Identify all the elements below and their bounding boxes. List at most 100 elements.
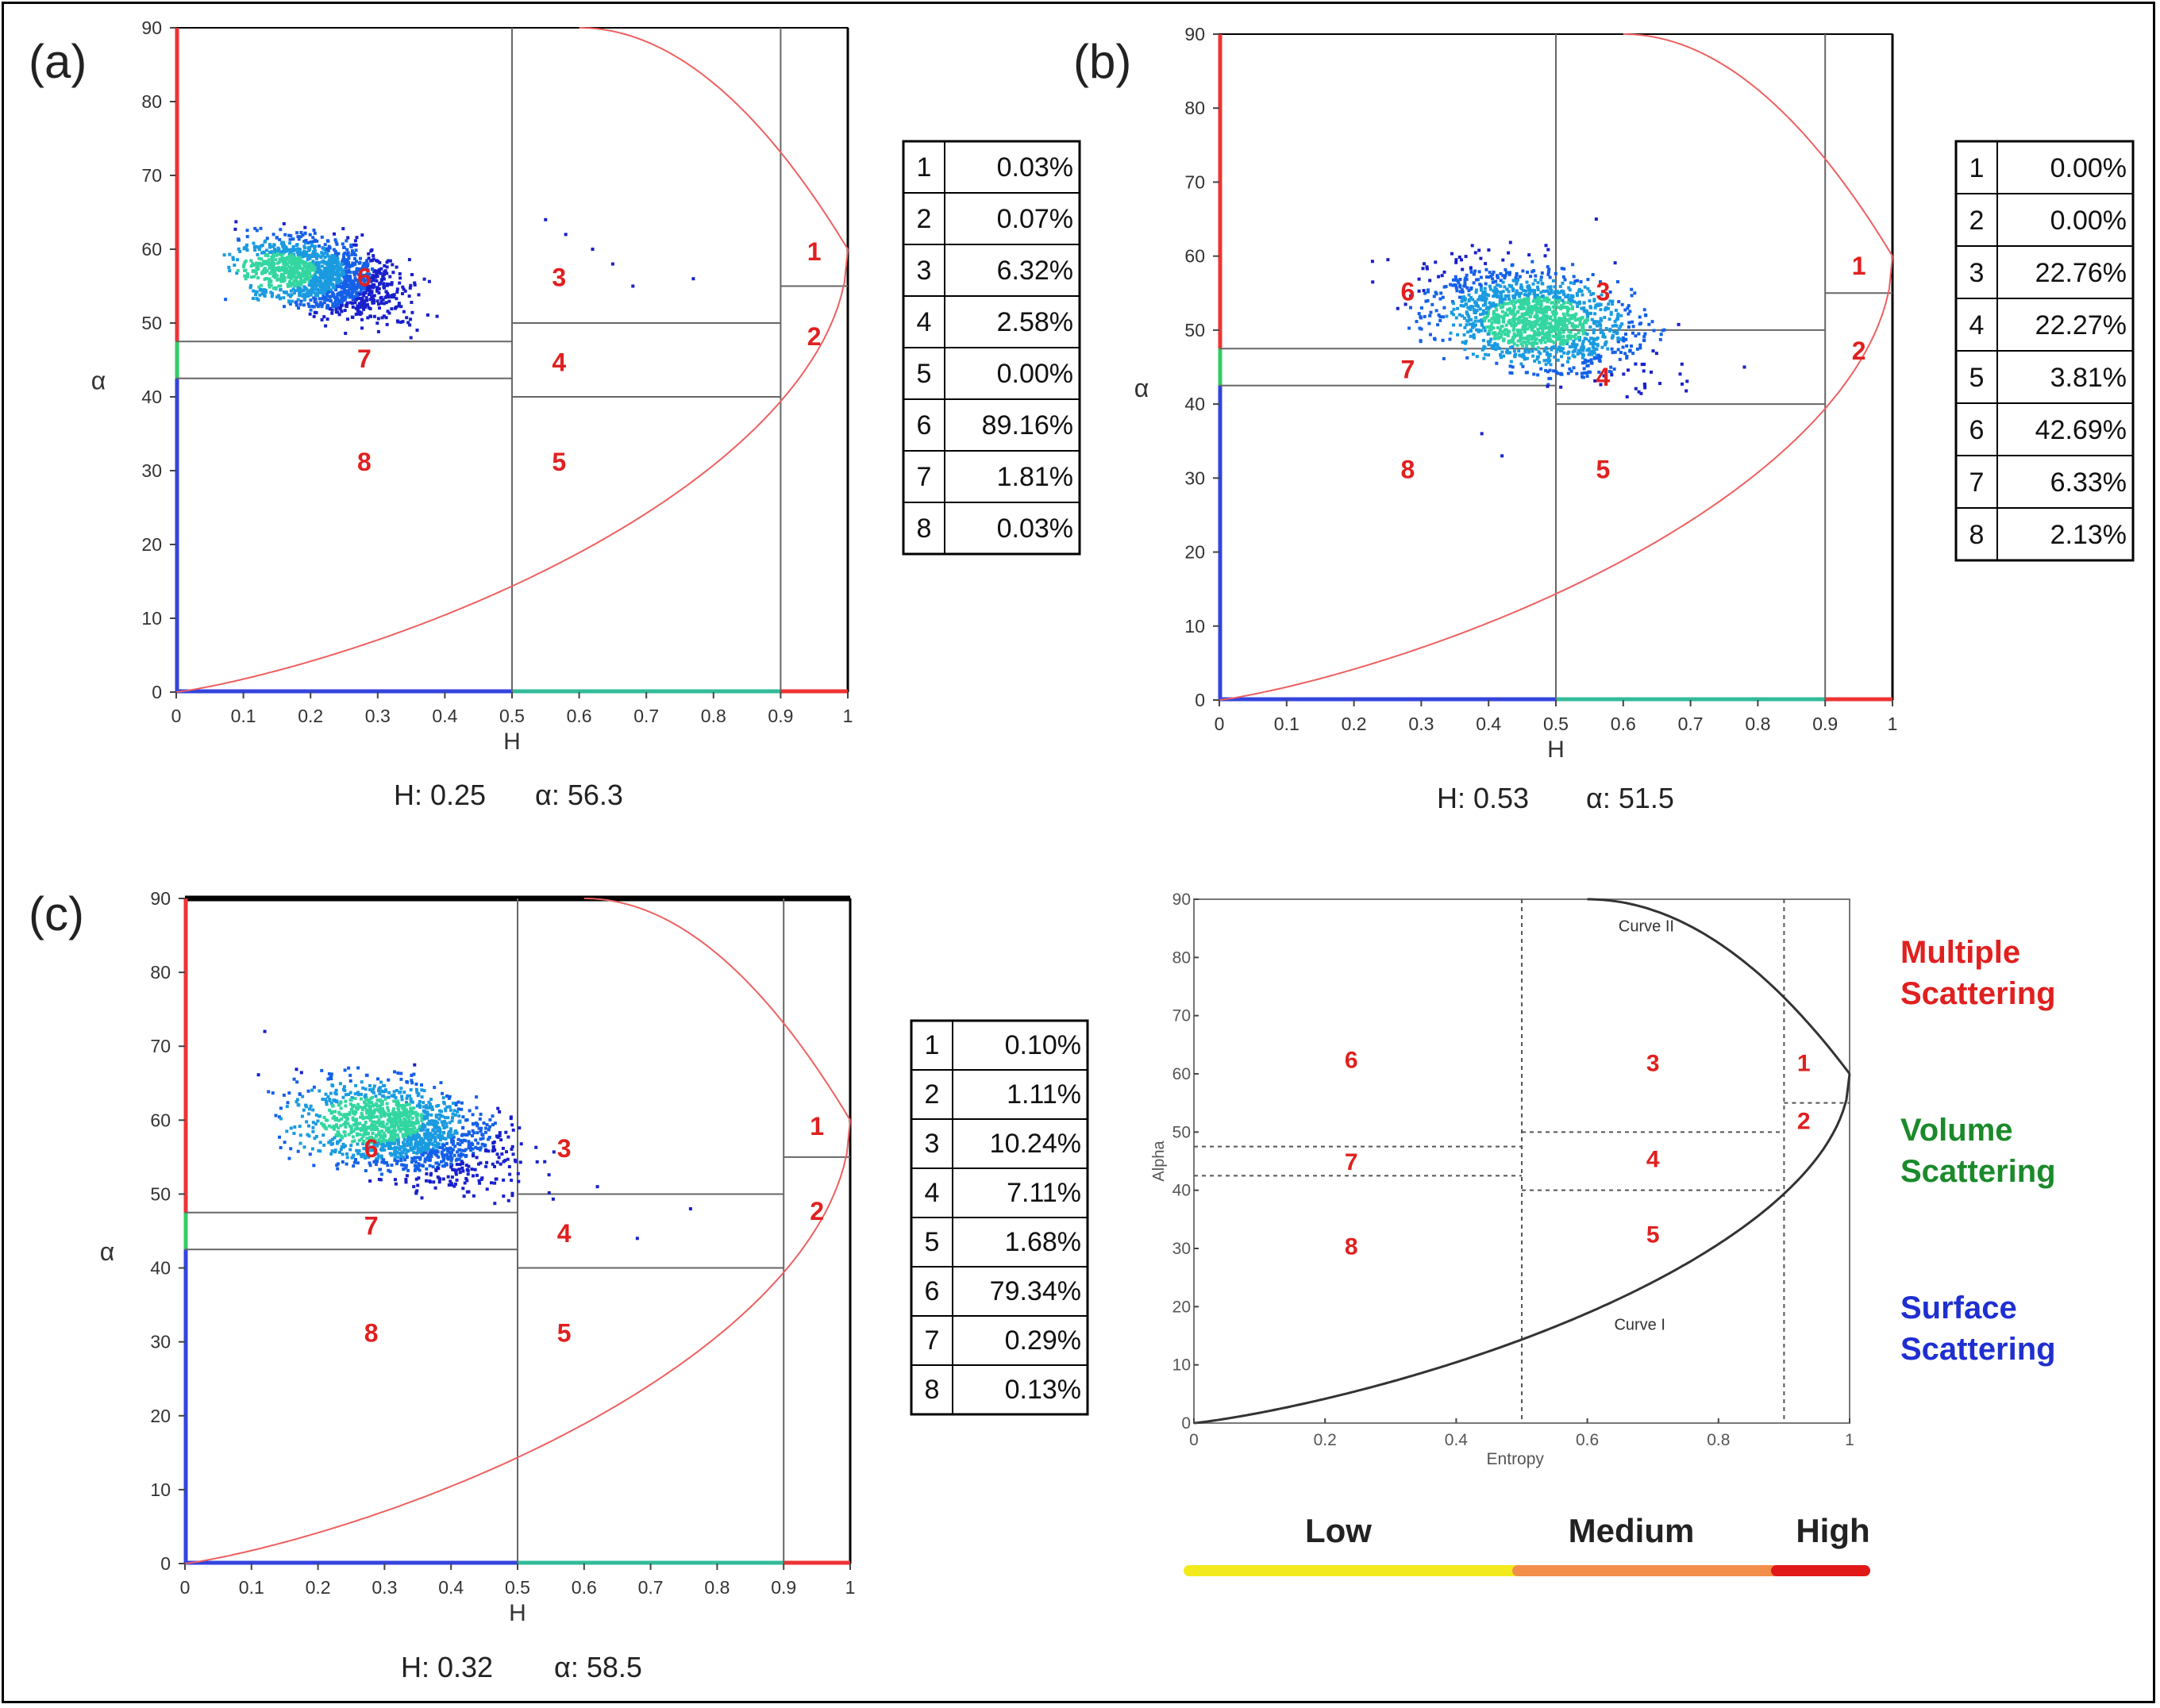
scatter-point [289, 269, 293, 273]
scatter-point [1533, 359, 1537, 363]
scatter-point [1449, 283, 1453, 287]
scatter-point [1535, 341, 1539, 345]
mean-entropy: H: 0.25 [394, 779, 486, 811]
scatter-point [368, 288, 372, 292]
scatter-point [1501, 258, 1505, 262]
scatter-point [409, 1146, 413, 1150]
scatter-point [1487, 325, 1491, 329]
scatter-point [1560, 267, 1564, 271]
scatter-point [1574, 324, 1578, 328]
scatter-point [449, 1137, 453, 1141]
table-zone-number: 5 [925, 1227, 940, 1257]
scatter-point [1527, 294, 1530, 298]
scatter-point [315, 255, 319, 259]
scatter-point [1463, 316, 1466, 320]
scatter-point [449, 1179, 452, 1183]
scatter-point [375, 299, 379, 303]
scatter-point [1487, 343, 1491, 347]
scatter-point [635, 1237, 639, 1241]
scatter-point [1473, 308, 1476, 312]
scatter-point [1409, 294, 1413, 298]
scatter-point [283, 260, 287, 264]
scatter-point [340, 1145, 344, 1148]
scatter-point [307, 305, 311, 308]
scatter-point [1525, 280, 1529, 284]
scatter-point [383, 285, 386, 289]
scatter-point [331, 1116, 335, 1120]
scatter-point [302, 295, 306, 299]
scatter-point [329, 1102, 333, 1106]
scatter-point [1532, 329, 1536, 333]
scatter-point [338, 279, 341, 283]
scatter-point [280, 256, 284, 260]
scatter-point [1681, 382, 1684, 386]
scatter-point [277, 269, 281, 272]
scatter-point [449, 1181, 453, 1185]
scatter-point [344, 332, 348, 335]
scatter-point [434, 1115, 438, 1119]
scatter-point [349, 1131, 353, 1134]
scatter-point [1403, 302, 1407, 306]
scatter-point [415, 1119, 419, 1123]
scatter-point [257, 285, 261, 289]
scatter-point [435, 1153, 439, 1157]
scatter-point [551, 1197, 555, 1201]
scatter-point [395, 1138, 399, 1142]
scatter-point [1458, 283, 1462, 287]
scatter-point [688, 1207, 692, 1211]
scatter-point [448, 1094, 452, 1098]
scatter-point [1497, 317, 1501, 321]
x-axis-label: H [503, 729, 521, 755]
scatter-point [1496, 294, 1500, 298]
scatter-point [1589, 293, 1593, 297]
scatter-point [433, 1186, 437, 1190]
scatter-point [1607, 302, 1611, 306]
scatter-point [1494, 305, 1498, 309]
scatter-point [346, 317, 349, 321]
scatter-point [256, 246, 260, 249]
scatter-point [1625, 344, 1629, 348]
scatter-point [296, 275, 300, 279]
entropy-label-2: High [1796, 1512, 1869, 1549]
scatter-point [1530, 344, 1534, 348]
scatter-point [372, 275, 376, 279]
scatter-point [249, 283, 253, 287]
ref-zone-label-3: 3 [1646, 1050, 1660, 1076]
scatter-point [425, 1179, 428, 1183]
scatter-point [1650, 370, 1653, 374]
scatter-point [1429, 333, 1432, 337]
scatter-point [356, 1091, 360, 1094]
scatter-point [279, 1146, 283, 1149]
scatter-point [1499, 271, 1503, 275]
scatter-point [511, 1152, 515, 1156]
scatter-point [456, 1107, 460, 1111]
scatter-point [1524, 289, 1528, 293]
scatter-point [427, 279, 431, 283]
scatter-point [1538, 305, 1542, 309]
scatter-point [337, 252, 341, 256]
scatter-point [356, 1106, 360, 1110]
scatter-point [368, 279, 372, 283]
scatter-point [401, 1133, 405, 1137]
scatter-point [1555, 324, 1558, 328]
scatter-point [1565, 342, 1569, 345]
scatter-point [1643, 332, 1647, 336]
scatter-point [275, 236, 279, 240]
scatter-point [365, 1111, 369, 1115]
scatter-point [303, 232, 307, 236]
scatter-point [440, 1150, 444, 1154]
scatter-point [1587, 339, 1591, 343]
scatter-points [256, 1029, 692, 1241]
scatter-point [452, 1109, 456, 1113]
scatter-point [1623, 308, 1627, 312]
scatter-point [366, 284, 370, 287]
scatter-point [293, 284, 297, 288]
scatter-point [368, 1110, 372, 1114]
scatter-point [337, 292, 341, 296]
scatter-point [320, 297, 324, 301]
scatter-point [446, 1149, 450, 1153]
scatter-point [429, 1138, 433, 1142]
scatter-point [392, 1131, 396, 1135]
scatter-point [1515, 299, 1519, 303]
scatter-point [296, 298, 300, 302]
